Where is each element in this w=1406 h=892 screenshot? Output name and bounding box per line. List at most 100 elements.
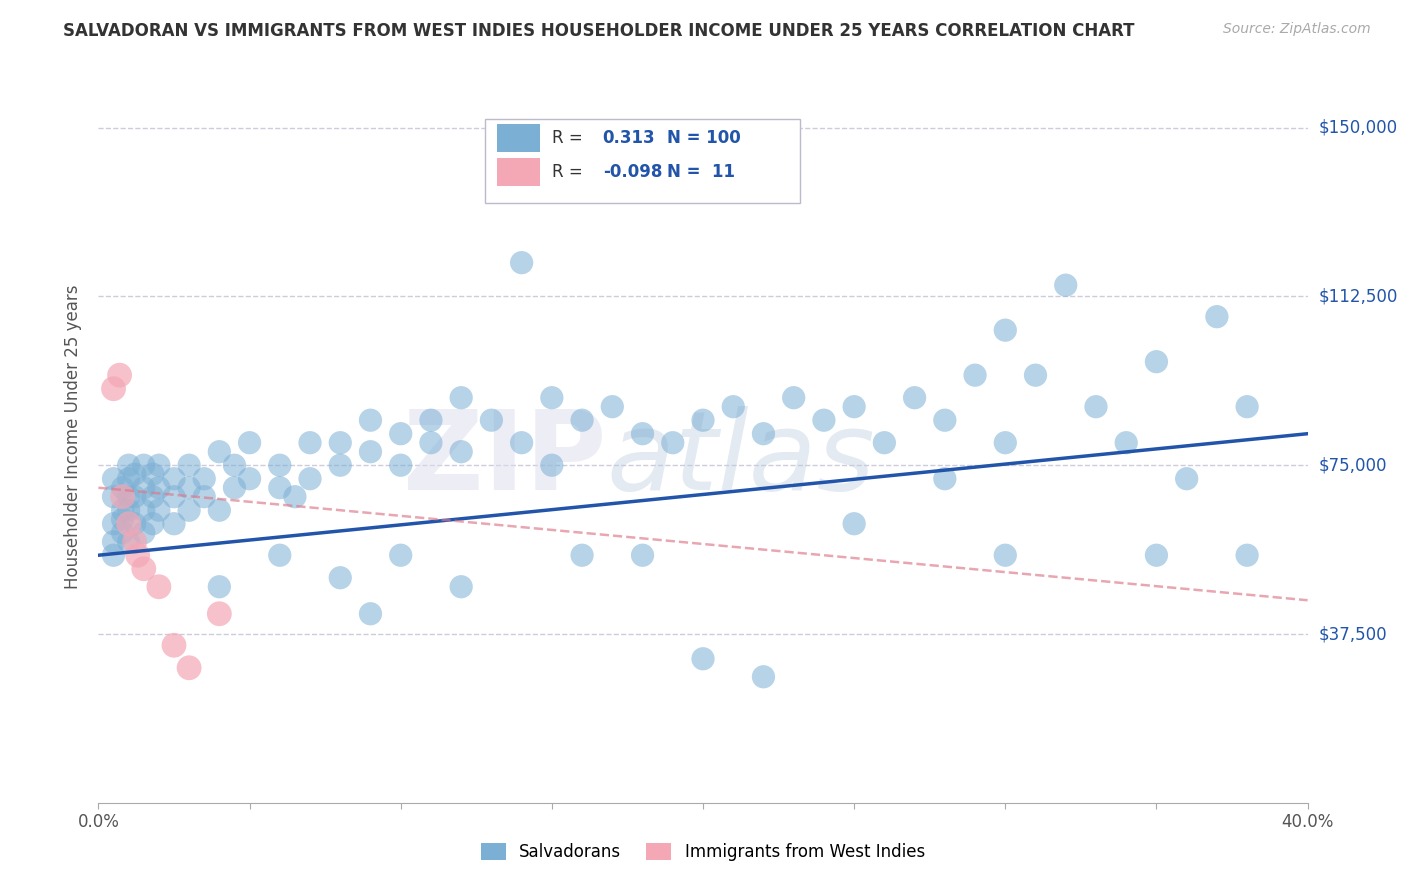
Point bbox=[450, 391, 472, 405]
Point bbox=[142, 467, 165, 482]
Point bbox=[132, 481, 155, 495]
Point bbox=[389, 426, 412, 441]
FancyBboxPatch shape bbox=[498, 159, 540, 186]
Point bbox=[111, 503, 134, 517]
Point bbox=[329, 571, 352, 585]
Point bbox=[360, 607, 382, 621]
Point bbox=[179, 661, 201, 675]
Point bbox=[1206, 310, 1229, 324]
Point bbox=[1144, 354, 1167, 368]
Text: SALVADORAN VS IMMIGRANTS FROM WEST INDIES HOUSEHOLDER INCOME UNDER 25 YEARS CORR: SALVADORAN VS IMMIGRANTS FROM WEST INDIE… bbox=[63, 22, 1135, 40]
Text: $75,000: $75,000 bbox=[1319, 456, 1388, 475]
Point bbox=[540, 391, 562, 405]
Point bbox=[179, 458, 201, 473]
Point bbox=[118, 458, 141, 473]
Point bbox=[111, 481, 134, 495]
Point bbox=[127, 548, 149, 562]
Legend: Salvadorans, Immigrants from West Indies: Salvadorans, Immigrants from West Indies bbox=[474, 836, 932, 868]
Text: $150,000: $150,000 bbox=[1319, 119, 1398, 136]
Point bbox=[904, 391, 927, 405]
Point bbox=[1236, 548, 1258, 562]
Point bbox=[179, 481, 201, 495]
Point bbox=[752, 426, 775, 441]
Point bbox=[193, 472, 215, 486]
Text: Source: ZipAtlas.com: Source: ZipAtlas.com bbox=[1223, 22, 1371, 37]
Point bbox=[571, 548, 593, 562]
Point bbox=[299, 435, 322, 450]
Text: $37,500: $37,500 bbox=[1319, 625, 1388, 643]
Point bbox=[844, 516, 866, 531]
Point bbox=[269, 548, 291, 562]
Point bbox=[148, 458, 170, 473]
Point bbox=[111, 512, 134, 526]
Point bbox=[132, 525, 155, 540]
Point bbox=[510, 435, 533, 450]
Point bbox=[132, 503, 155, 517]
Point bbox=[1175, 472, 1198, 486]
Point bbox=[193, 490, 215, 504]
Point bbox=[571, 413, 593, 427]
Point bbox=[692, 652, 714, 666]
Point bbox=[450, 444, 472, 458]
Text: -0.098: -0.098 bbox=[603, 163, 662, 181]
Point bbox=[994, 435, 1017, 450]
Point bbox=[844, 400, 866, 414]
Point bbox=[132, 562, 155, 576]
Point bbox=[124, 490, 146, 504]
Point bbox=[103, 382, 125, 396]
Point bbox=[284, 490, 307, 504]
Point bbox=[329, 435, 352, 450]
Text: N = 100: N = 100 bbox=[666, 129, 741, 147]
Point bbox=[481, 413, 503, 427]
Point bbox=[661, 435, 683, 450]
Point bbox=[118, 503, 141, 517]
Point bbox=[103, 548, 125, 562]
Point bbox=[208, 607, 231, 621]
Point bbox=[813, 413, 835, 427]
Point bbox=[389, 548, 412, 562]
Text: 0.313: 0.313 bbox=[603, 129, 655, 147]
Point bbox=[239, 472, 262, 486]
Point bbox=[124, 516, 146, 531]
Point bbox=[360, 444, 382, 458]
Point bbox=[1085, 400, 1108, 414]
Point bbox=[111, 525, 134, 540]
Point bbox=[148, 580, 170, 594]
Point bbox=[269, 481, 291, 495]
Point bbox=[692, 413, 714, 427]
Point bbox=[208, 580, 231, 594]
Point bbox=[118, 472, 141, 486]
Point bbox=[124, 467, 146, 482]
Text: R =: R = bbox=[551, 129, 582, 147]
Point bbox=[1054, 278, 1077, 293]
Point bbox=[103, 490, 125, 504]
Point bbox=[148, 503, 170, 517]
Point bbox=[142, 490, 165, 504]
Text: N =  11: N = 11 bbox=[666, 163, 735, 181]
Point bbox=[163, 490, 186, 504]
Point bbox=[118, 490, 141, 504]
Y-axis label: Householder Income Under 25 years: Householder Income Under 25 years bbox=[65, 285, 83, 590]
FancyBboxPatch shape bbox=[485, 119, 800, 203]
Point bbox=[111, 490, 134, 504]
Point bbox=[108, 368, 131, 383]
Point bbox=[873, 435, 896, 450]
Text: ZIP: ZIP bbox=[404, 406, 606, 513]
Point bbox=[299, 472, 322, 486]
Point bbox=[602, 400, 624, 414]
Point bbox=[103, 472, 125, 486]
FancyBboxPatch shape bbox=[498, 124, 540, 152]
Point bbox=[239, 435, 262, 450]
Point bbox=[360, 413, 382, 427]
Point bbox=[224, 481, 246, 495]
Point bbox=[783, 391, 806, 405]
Point bbox=[934, 413, 956, 427]
Point bbox=[994, 323, 1017, 337]
Point bbox=[934, 472, 956, 486]
Point bbox=[389, 458, 412, 473]
Point bbox=[124, 534, 146, 549]
Point bbox=[540, 458, 562, 473]
Point bbox=[752, 670, 775, 684]
Point bbox=[208, 444, 231, 458]
Point bbox=[118, 534, 141, 549]
